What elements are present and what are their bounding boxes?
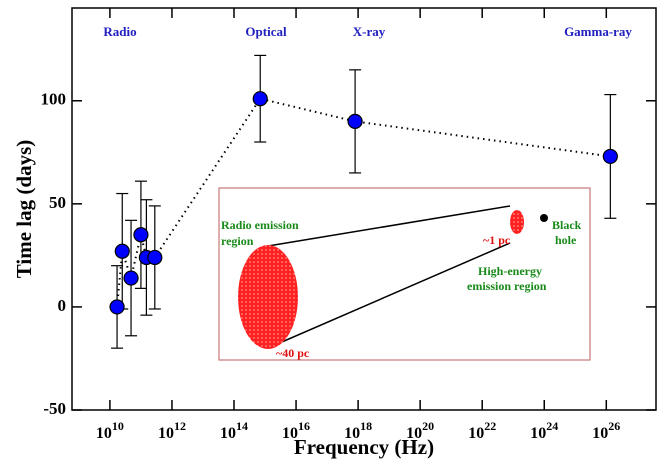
inset-diagram: Radio emission region ~40 pc ~1 pc Black…	[218, 187, 591, 361]
high-energy-region-shape	[510, 210, 524, 234]
x-tick-label: 1014	[220, 419, 248, 442]
x-tick-label: 1022	[468, 419, 496, 442]
cone-line	[267, 242, 511, 349]
cone-line	[267, 205, 511, 247]
radio-region-shape	[238, 245, 298, 349]
data-point	[252, 91, 268, 107]
data-point	[114, 243, 130, 259]
inset-label: region	[221, 234, 254, 248]
black-hole-dot	[540, 214, 548, 222]
inset-label: emission region	[467, 279, 547, 293]
y-tick-label: 0	[58, 296, 67, 315]
y-axis-label: Time lag (days)	[12, 140, 36, 278]
inset-label: Radio emission	[221, 218, 299, 232]
data-point	[147, 249, 163, 266]
data-point	[109, 299, 125, 315]
x-tick-label: 1026	[592, 419, 620, 442]
data-point	[133, 227, 149, 243]
data-point	[602, 148, 618, 165]
band-label: Radio	[103, 24, 136, 39]
y-tick-label: 50	[49, 193, 66, 212]
inset-label: High-energy	[478, 264, 542, 278]
y-tick-label: 100	[41, 90, 67, 109]
data-point	[123, 270, 139, 286]
inset-label: ~1 pc	[483, 233, 511, 247]
y-tick-label: -50	[43, 399, 66, 418]
band-label: Optical	[245, 24, 287, 39]
inset-label: ~40 pc	[276, 346, 310, 360]
band-label: X-ray	[353, 24, 386, 39]
x-tick-label: 1012	[158, 419, 186, 442]
inset-frame	[218, 187, 591, 361]
data-point	[347, 113, 363, 129]
plot-frame	[71, 7, 657, 411]
x-tick-label: 1018	[344, 419, 372, 442]
x-tick-label: 1024	[530, 419, 558, 442]
inset-label: hole	[555, 233, 577, 247]
x-tick-label: 1016	[282, 419, 310, 442]
band-label: Gamma-ray	[564, 24, 632, 39]
x-tick-label: 1020	[406, 419, 434, 442]
inset-label: Black	[552, 218, 582, 232]
x-axis-label: Frequency (Hz)	[294, 435, 434, 459]
x-tick-label: 1010	[96, 419, 124, 442]
